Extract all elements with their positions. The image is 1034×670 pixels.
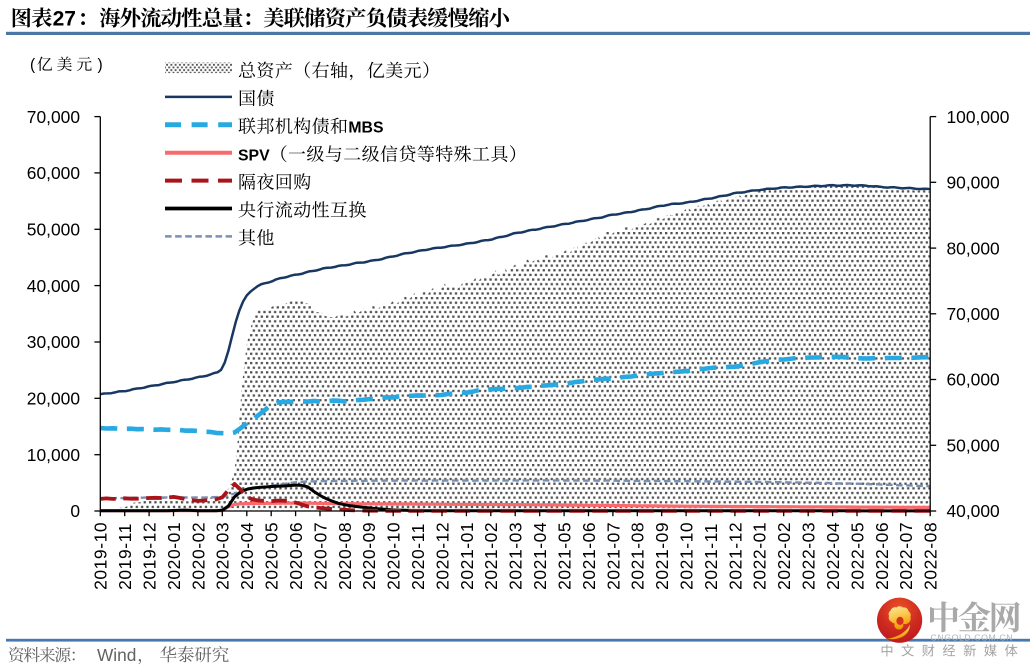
svg-text:30,000: 30,000 [27, 332, 80, 352]
svg-text:2020-02: 2020-02 [188, 522, 208, 590]
svg-text:90,000: 90,000 [947, 173, 1000, 193]
svg-text:2021-03: 2021-03 [506, 522, 526, 590]
svg-text:2020-01: 2020-01 [164, 522, 184, 590]
svg-text:2020-07: 2020-07 [310, 522, 330, 590]
svg-text:2020-04: 2020-04 [237, 522, 257, 590]
svg-text:2020-09: 2020-09 [359, 522, 379, 590]
svg-text:2021-07: 2021-07 [603, 522, 623, 590]
svg-text:100,000: 100,000 [947, 107, 1010, 127]
svg-text:20,000: 20,000 [27, 389, 80, 409]
svg-text:2020-12: 2020-12 [432, 522, 452, 590]
svg-text:Wind: Wind [97, 645, 136, 665]
svg-text:2021-02: 2021-02 [481, 522, 501, 590]
svg-text:2021-08: 2021-08 [628, 522, 648, 590]
svg-text:60,000: 60,000 [27, 163, 80, 183]
svg-text:CNGOLD.COM.CN: CNGOLD.COM.CN [931, 633, 1014, 643]
svg-text:80,000: 80,000 [947, 238, 1000, 258]
svg-text:SPV: SPV [238, 148, 270, 165]
svg-text:2022-08: 2022-08 [921, 522, 941, 590]
svg-text:2021-05: 2021-05 [555, 522, 575, 590]
svg-text:0: 0 [70, 501, 80, 521]
svg-text:2021-12: 2021-12 [725, 522, 745, 590]
svg-text:2022-04: 2022-04 [823, 522, 843, 590]
svg-text:50,000: 50,000 [947, 436, 1000, 456]
svg-text:2021-04: 2021-04 [530, 522, 550, 590]
svg-text:2020-10: 2020-10 [384, 522, 404, 590]
svg-text:2020-05: 2020-05 [262, 522, 282, 590]
svg-text:2021-06: 2021-06 [579, 522, 599, 590]
svg-text:2020-08: 2020-08 [335, 522, 355, 590]
svg-text:2019-12: 2019-12 [140, 522, 160, 590]
svg-text:70,000: 70,000 [947, 304, 1000, 324]
svg-text:2022-01: 2022-01 [750, 522, 770, 590]
svg-text:2021-01: 2021-01 [457, 522, 477, 590]
svg-text:70,000: 70,000 [27, 107, 80, 127]
svg-text:2022-05: 2022-05 [847, 522, 867, 590]
svg-text:2021-10: 2021-10 [677, 522, 697, 590]
svg-text:2020-06: 2020-06 [286, 522, 306, 590]
svg-text:2022-02: 2022-02 [774, 522, 794, 590]
svg-text:2020-11: 2020-11 [408, 523, 428, 590]
svg-text:2019-11: 2019-11 [115, 523, 135, 590]
svg-text:2022-06: 2022-06 [872, 522, 892, 590]
svg-text:2021-09: 2021-09 [652, 522, 672, 590]
svg-text:MBS: MBS [348, 120, 383, 137]
svg-text:): ) [98, 56, 103, 73]
svg-text:(: ( [30, 56, 36, 73]
svg-text:40,000: 40,000 [27, 276, 80, 296]
svg-text:2019-10: 2019-10 [91, 522, 111, 590]
svg-text:2022-03: 2022-03 [799, 522, 819, 590]
svg-text:40,000: 40,000 [947, 501, 1000, 521]
svg-text:2022-07: 2022-07 [896, 522, 916, 590]
svg-text:60,000: 60,000 [947, 370, 1000, 390]
svg-text:10,000: 10,000 [27, 445, 80, 465]
svg-text:27: 27 [53, 8, 76, 31]
svg-text:2020-03: 2020-03 [213, 522, 233, 590]
svg-text:2021-11: 2021-11 [701, 523, 721, 590]
svg-text:50,000: 50,000 [27, 220, 80, 240]
